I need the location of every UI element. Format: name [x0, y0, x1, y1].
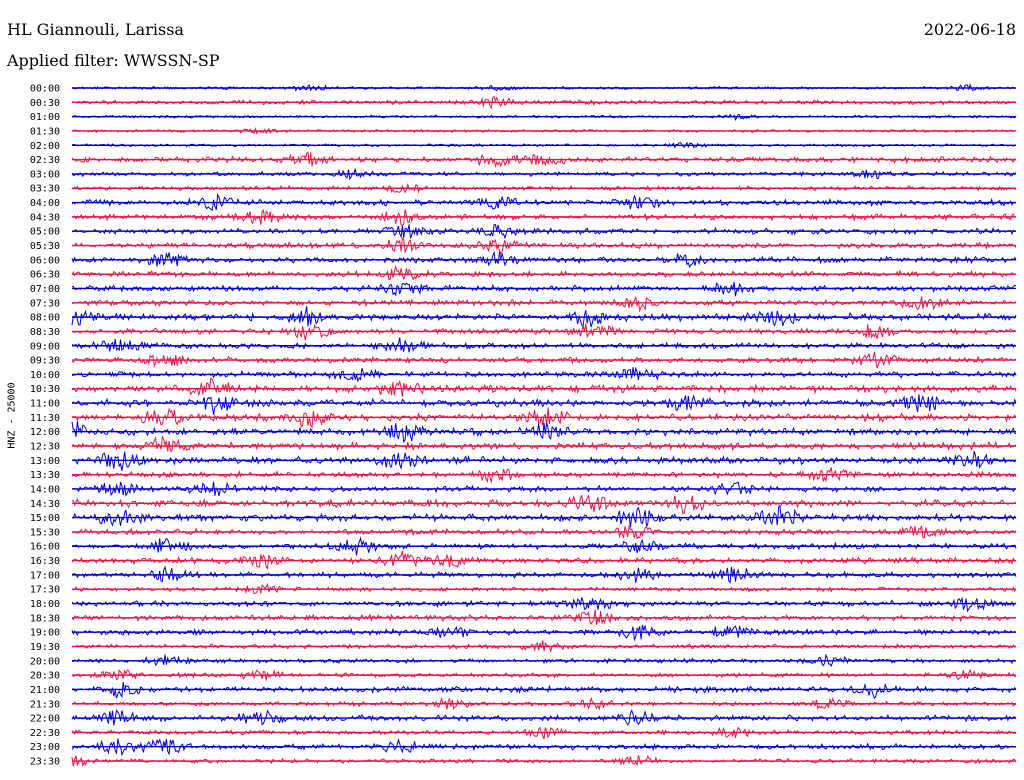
time-tick-label: 05:00 — [30, 227, 60, 238]
time-tick-label: 06:00 — [30, 255, 60, 266]
time-tick-label: 16:00 — [30, 542, 60, 553]
seismic-trace-1030 — [71, 377, 1017, 397]
time-tick-label: 18:00 — [30, 599, 60, 610]
time-tick-label: 03:30 — [30, 184, 60, 195]
time-tick-label: 09:30 — [30, 356, 60, 367]
time-tick-label: 16:30 — [30, 556, 60, 567]
time-tick-label: 15:00 — [30, 513, 60, 524]
seismic-trace-1630 — [71, 550, 1017, 570]
time-tick-label: 06:30 — [30, 270, 60, 281]
time-tick-label: 11:00 — [30, 399, 60, 410]
seismic-trace-1430 — [71, 494, 1017, 515]
time-tick-label: 15:30 — [30, 527, 60, 538]
time-tick-label: 10:30 — [30, 384, 60, 395]
time-tick-label: 03:00 — [30, 169, 60, 180]
seismic-trace-0930 — [71, 351, 1017, 369]
time-tick-label: 04:30 — [30, 212, 60, 223]
time-tick-label: 19:30 — [30, 642, 60, 653]
time-tick-label: 23:30 — [30, 757, 60, 768]
seismic-trace-1100 — [71, 394, 1017, 415]
time-tick-label: 07:00 — [30, 284, 60, 295]
time-tick-label: 12:30 — [30, 442, 60, 453]
time-tick-label: 22:30 — [30, 728, 60, 739]
seismic-trace-0730 — [71, 296, 1017, 313]
time-tick-label: 20:00 — [30, 656, 60, 667]
time-tick-label: 22:00 — [30, 714, 60, 725]
time-tick-label: 08:00 — [30, 313, 60, 324]
time-tick-label: 00:00 — [30, 84, 60, 95]
time-tick-label: 17:30 — [30, 585, 60, 596]
time-tick-label: 21:00 — [30, 685, 60, 696]
date-label: 2022-06-18 — [923, 20, 1016, 39]
time-tick-label: 10:00 — [30, 370, 60, 381]
seismic-trace-0900 — [71, 337, 1017, 353]
time-tick-label: 02:30 — [30, 155, 60, 166]
seismic-trace-1230 — [71, 435, 1017, 453]
time-tick-label: 18:30 — [30, 613, 60, 624]
time-tick-label: 00:30 — [30, 98, 60, 109]
time-tick-label: 14:30 — [30, 499, 60, 510]
time-tick-label: 01:00 — [30, 112, 60, 123]
time-tick-label: 11:30 — [30, 413, 60, 424]
time-tick-label: 01:30 — [30, 126, 60, 137]
time-tick-label: 05:30 — [30, 241, 60, 252]
time-tick-label: 09:00 — [30, 341, 60, 352]
filter-label: Applied filter: WWSSN-SP — [7, 51, 220, 70]
seismic-trace-0630 — [71, 264, 1017, 281]
time-tick-label: 20:30 — [30, 671, 60, 682]
time-tick-label: 23:00 — [30, 742, 60, 753]
time-tick-label: 13:00 — [30, 456, 60, 467]
time-tick-label: 07:30 — [30, 298, 60, 309]
seismic-trace-2230 — [71, 726, 1017, 740]
time-tick-label: 04:00 — [30, 198, 60, 209]
time-tick-label: 02:00 — [30, 141, 60, 152]
time-tick-label: 14:00 — [30, 484, 60, 495]
seismic-trace-0400 — [71, 193, 1017, 212]
station-title: HL Giannouli, Larissa — [7, 20, 184, 39]
time-tick-label: 08:30 — [30, 327, 60, 338]
time-tick-label: 17:00 — [30, 570, 60, 581]
time-tick-label: 12:00 — [30, 427, 60, 438]
time-tick-label: 19:00 — [30, 628, 60, 639]
time-tick-label: 21:30 — [30, 699, 60, 710]
time-tick-label: 13:30 — [30, 470, 60, 481]
